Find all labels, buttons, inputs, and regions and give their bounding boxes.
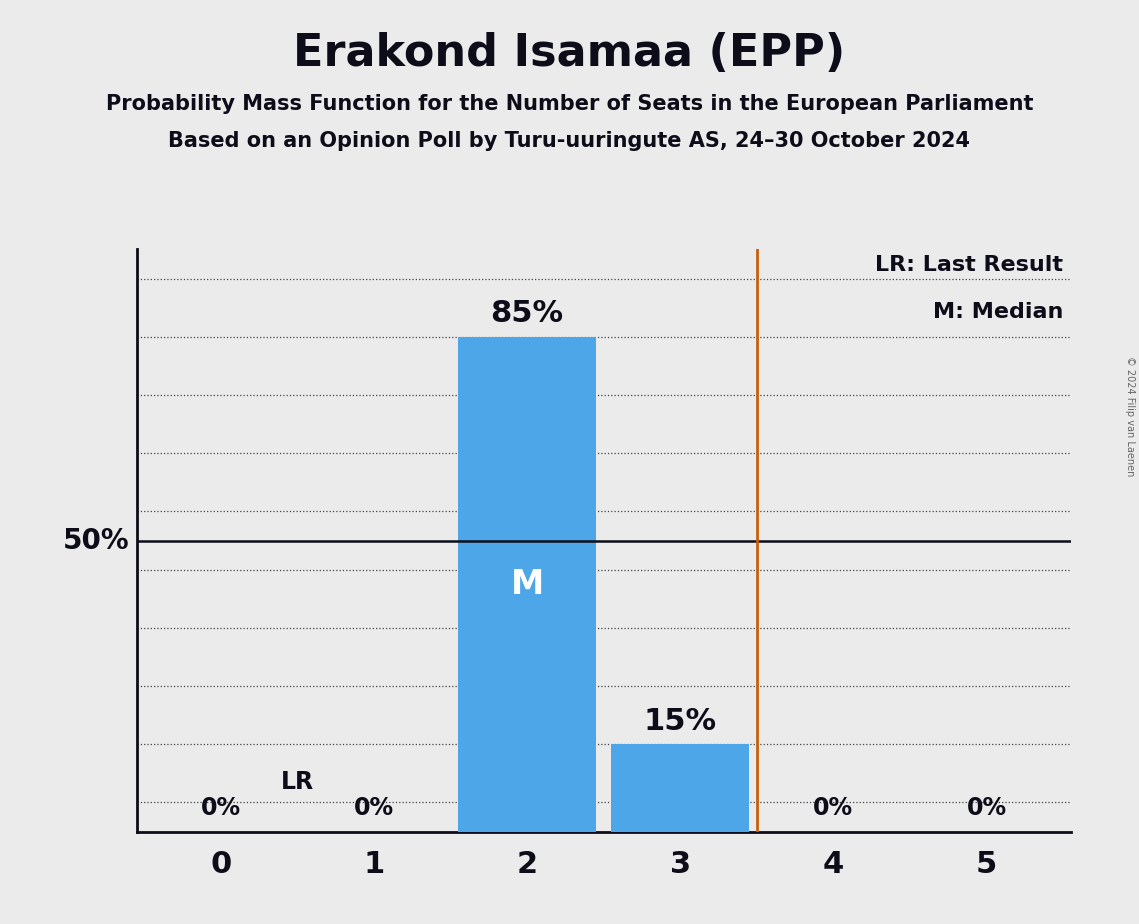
Text: 0%: 0% <box>813 796 853 820</box>
Text: 15%: 15% <box>644 707 716 736</box>
Text: 0%: 0% <box>966 796 1007 820</box>
Text: Probability Mass Function for the Number of Seats in the European Parliament: Probability Mass Function for the Number… <box>106 94 1033 115</box>
Text: M: Median: M: Median <box>933 302 1063 322</box>
Text: Based on an Opinion Poll by Turu-uuringute AS, 24–30 October 2024: Based on an Opinion Poll by Turu-uuringu… <box>169 131 970 152</box>
Text: © 2024 Filip van Laenen: © 2024 Filip van Laenen <box>1125 356 1134 476</box>
Text: 0%: 0% <box>354 796 394 820</box>
Text: 0%: 0% <box>200 796 241 820</box>
Text: LR: LR <box>281 770 314 794</box>
Bar <box>612 745 749 832</box>
Text: 50%: 50% <box>63 527 129 554</box>
Text: 85%: 85% <box>491 299 564 328</box>
Bar <box>458 337 596 832</box>
Text: LR: Last Result: LR: Last Result <box>875 255 1063 275</box>
Text: Erakond Isamaa (EPP): Erakond Isamaa (EPP) <box>294 32 845 76</box>
Text: M: M <box>510 567 543 601</box>
